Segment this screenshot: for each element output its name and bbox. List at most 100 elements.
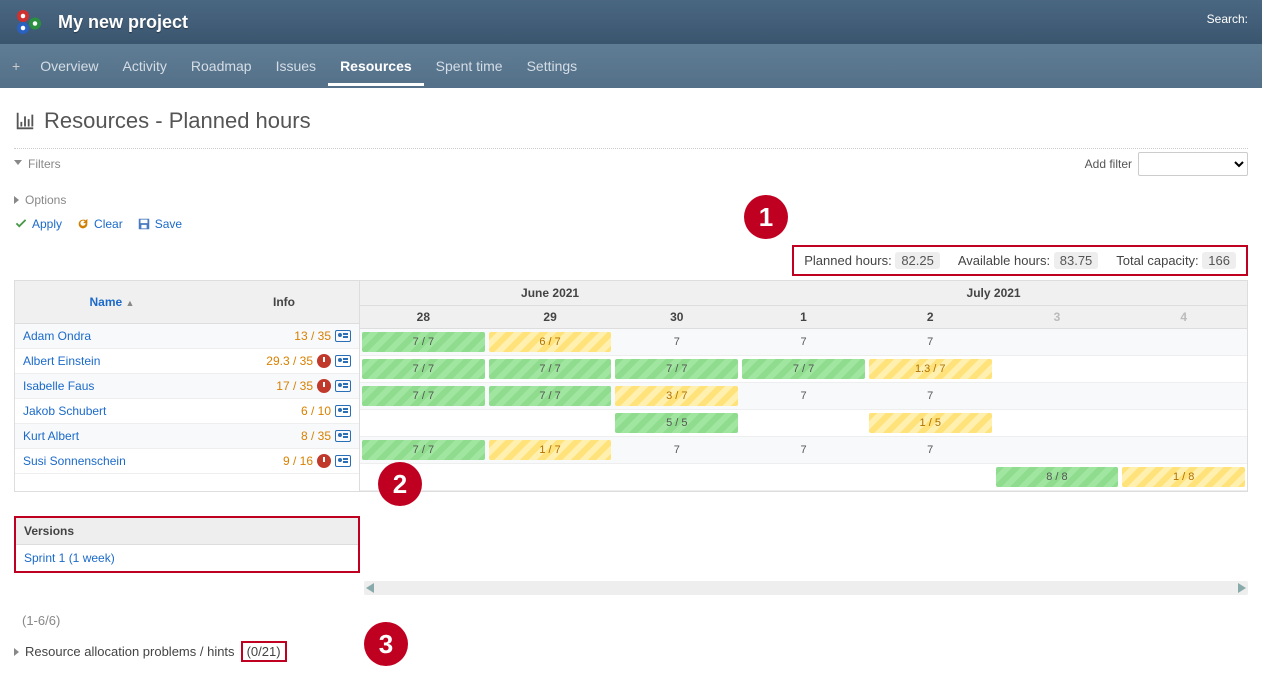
allocation-bar[interactable]: 7 / 7 [489, 386, 612, 406]
month-header: June 2021 [360, 281, 740, 305]
allocation-bar[interactable]: 7 / 7 [362, 386, 485, 406]
calendar-cell[interactable]: 3 / 7 [613, 383, 740, 409]
calendar-cell[interactable]: 7 / 7 [360, 329, 487, 355]
resource-name[interactable]: Kurt Albert [23, 429, 201, 443]
resource-list: Name ▲ Info Adam Ondra13 / 35Albert Eins… [14, 280, 360, 492]
calendar-cell[interactable] [487, 410, 614, 436]
clear-action[interactable]: Clear [76, 217, 123, 231]
calendar-cell[interactable] [994, 356, 1121, 382]
add-menu[interactable]: + [4, 58, 28, 74]
resource-name[interactable]: Jakob Schubert [23, 404, 201, 418]
calendar-cell[interactable] [1120, 437, 1247, 463]
calendar-cell[interactable] [1120, 329, 1247, 355]
allocation-bar[interactable]: 7 / 7 [362, 440, 485, 460]
overload-icon [317, 454, 331, 468]
nav-overview[interactable]: Overview [28, 46, 110, 86]
calendar-cell[interactable]: 7 [867, 383, 994, 409]
overload-icon [317, 379, 331, 393]
resource-name[interactable]: Albert Einstein [23, 354, 201, 368]
calendar-cell[interactable]: 7 / 7 [740, 356, 867, 382]
calendar-cell[interactable]: 7 [867, 329, 994, 355]
allocation-bar[interactable]: 5 / 5 [615, 413, 738, 433]
calendar-cell[interactable]: 7 / 7 [487, 383, 614, 409]
calendar-cell[interactable]: 7 / 7 [487, 356, 614, 382]
allocation-bar[interactable]: 6 / 7 [489, 332, 612, 352]
nav-resources[interactable]: Resources [328, 46, 424, 86]
calendar-cell[interactable]: 7 [740, 437, 867, 463]
calendar-cell[interactable] [740, 410, 867, 436]
calendar-cell[interactable]: 7 [613, 437, 740, 463]
name-column-header[interactable]: Name ▲ [15, 281, 209, 323]
scroll-left-icon[interactable] [366, 583, 374, 593]
vcard-icon[interactable] [335, 430, 351, 442]
vcard-icon[interactable] [335, 330, 351, 342]
calendar-cell[interactable]: 7 / 7 [360, 383, 487, 409]
allocation-bar[interactable]: 8 / 8 [996, 467, 1119, 487]
resource-name[interactable]: Adam Ondra [23, 329, 201, 343]
vcard-icon[interactable] [335, 405, 351, 417]
calendar-cell[interactable]: 7 / 7 [360, 437, 487, 463]
calendar-cell[interactable] [740, 464, 867, 490]
project-title[interactable]: My new project [58, 12, 188, 33]
calendar-cell[interactable]: 7 [740, 329, 867, 355]
allocation-bar[interactable]: 7 / 7 [742, 359, 865, 379]
calendar-cell[interactable]: 1 / 5 [867, 410, 994, 436]
total-value: 166 [1202, 252, 1236, 269]
vcard-icon[interactable] [335, 455, 351, 467]
allocation-bar[interactable]: 1 / 7 [489, 440, 612, 460]
calendar-cell[interactable]: 7 [613, 329, 740, 355]
save-action[interactable]: Save [137, 217, 182, 231]
nav-roadmap[interactable]: Roadmap [179, 46, 264, 86]
calendar-cell[interactable] [1120, 410, 1247, 436]
allocation-bar[interactable]: 7 / 7 [362, 332, 485, 352]
nav-activity[interactable]: Activity [111, 46, 179, 86]
calendar-row: 7 / 71 / 7777 [360, 437, 1247, 464]
resource-name[interactable]: Isabelle Faus [23, 379, 201, 393]
resource-info: 6 / 10 [201, 404, 351, 418]
apply-action[interactable]: Apply [14, 217, 62, 231]
scroll-right-icon[interactable] [1238, 583, 1246, 593]
calendar-cell[interactable] [1120, 383, 1247, 409]
calendar-cell[interactable]: 8 / 8 [994, 464, 1121, 490]
vcard-icon[interactable] [335, 355, 351, 367]
calendar-cell[interactable] [994, 437, 1121, 463]
allocation-bar[interactable]: 1 / 8 [1122, 467, 1245, 487]
allocation-bar[interactable]: 7 / 7 [489, 359, 612, 379]
vcard-icon[interactable] [335, 380, 351, 392]
allocation-bar[interactable]: 1 / 5 [869, 413, 992, 433]
calendar-cell[interactable]: 5 / 5 [613, 410, 740, 436]
calendar-cell[interactable] [994, 410, 1121, 436]
nav-issues[interactable]: Issues [264, 46, 328, 86]
calendar-cell[interactable]: 1 / 7 [487, 437, 614, 463]
calendar-cell[interactable]: 7 / 7 [613, 356, 740, 382]
calendar-cell[interactable] [867, 464, 994, 490]
hints-toggle[interactable]: Resource allocation problems / hints [14, 644, 235, 659]
allocation-bar[interactable]: 7 / 7 [362, 359, 485, 379]
calendar-cell[interactable]: 7 / 7 [360, 356, 487, 382]
calendar-cell[interactable] [994, 383, 1121, 409]
calendar-cell[interactable]: 7 [740, 383, 867, 409]
allocation-bar[interactable]: 1.3 / 7 [869, 359, 992, 379]
options-toggle[interactable]: Options [14, 193, 1248, 207]
nav-spent-time[interactable]: Spent time [424, 46, 515, 86]
calendar-cell[interactable]: 1.3 / 7 [867, 356, 994, 382]
allocation-bar[interactable]: 3 / 7 [615, 386, 738, 406]
allocation-bar[interactable]: 7 / 7 [615, 359, 738, 379]
resource-ratio: 17 / 35 [276, 379, 313, 393]
calendar-cell[interactable] [994, 329, 1121, 355]
resource-name[interactable]: Susi Sonnenschein [23, 454, 201, 468]
calendar-cell[interactable]: 7 [867, 437, 994, 463]
nav-settings[interactable]: Settings [515, 46, 590, 86]
overload-icon [317, 354, 331, 368]
calendar-cell[interactable]: 6 / 7 [487, 329, 614, 355]
add-filter-select[interactable] [1138, 152, 1248, 176]
filters-toggle[interactable]: Filters [14, 157, 61, 171]
versions-item[interactable]: Sprint 1 (1 week) [16, 545, 358, 571]
horizontal-scrollbar[interactable] [364, 581, 1248, 595]
calendar-cell[interactable]: 1 / 8 [1120, 464, 1247, 490]
calendar-cell[interactable] [360, 410, 487, 436]
calendar-cell[interactable] [487, 464, 614, 490]
calendar-cell[interactable] [1120, 356, 1247, 382]
available-value: 83.75 [1054, 252, 1099, 269]
calendar-cell[interactable] [613, 464, 740, 490]
